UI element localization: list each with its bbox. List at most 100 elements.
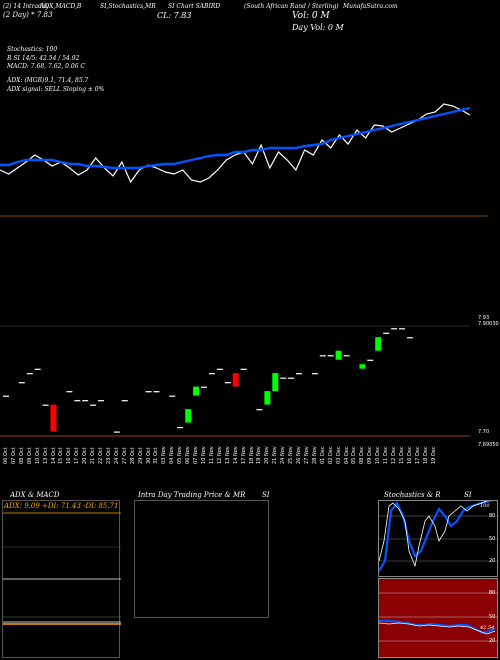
stoch-tick-50: 50 xyxy=(489,536,496,542)
candle xyxy=(193,386,200,396)
date-label: 20 Oct xyxy=(82,447,89,464)
date-label: 10 Oct xyxy=(34,447,41,464)
date-label: 07 Nov xyxy=(193,446,200,464)
date-label: 18 Nov xyxy=(248,446,255,464)
date-label: 07 Oct xyxy=(10,447,17,464)
header-item-d: SI Chart SABIRD xyxy=(168,3,221,10)
header-close: CL: 7.83 xyxy=(157,11,192,20)
adx-panel-title: ADX & MACD xyxy=(10,491,60,499)
price-top-sub: 7.90030 xyxy=(478,321,499,327)
candle xyxy=(280,377,287,379)
candle xyxy=(406,337,413,339)
date-label: 27 Oct xyxy=(121,447,128,464)
date-label: 14 Nov xyxy=(232,446,239,464)
candle xyxy=(177,427,184,429)
candle xyxy=(296,373,302,375)
adx-values: ADX: 9.09 +DI: 71.43 -DI: 85.71 xyxy=(4,502,119,510)
date-label: 22 Oct xyxy=(98,447,105,464)
price-bottom-sub: 7.69350 xyxy=(478,442,499,448)
candle-chart xyxy=(0,325,470,437)
date-label: 19 Dec xyxy=(430,446,437,464)
date-label: 27 Nov xyxy=(303,446,310,464)
adx-lines xyxy=(3,512,121,625)
rsi-tick-80: 80 xyxy=(489,590,496,596)
candle xyxy=(399,328,405,330)
date-label: 21 Oct xyxy=(90,447,97,464)
stoch-panel-si: SI xyxy=(464,491,472,499)
date-label: 12 Nov xyxy=(216,446,223,464)
candle xyxy=(232,373,239,387)
date-label: 05 Nov xyxy=(177,446,184,464)
candle xyxy=(391,328,398,330)
candle xyxy=(375,337,382,351)
stoch-panel-title: Stochastics & R xyxy=(384,491,441,499)
date-label: 13 Oct xyxy=(42,447,49,464)
candle xyxy=(335,350,342,360)
stoch-panel: 80 50 20 100 xyxy=(378,500,499,577)
stoch-tick-20: 20 xyxy=(489,558,496,564)
rsi-line-white xyxy=(379,622,496,635)
price-bottom: 7.70 xyxy=(478,429,490,435)
ind-macd: MACD: 7.68, 7.62, 0.06 C xyxy=(7,63,86,70)
header-item-b: SI,Stochastics,MR xyxy=(100,3,156,10)
intraday-title: Intra Day Trading Price & MR xyxy=(138,491,246,499)
date-label: 04 Dec xyxy=(343,446,350,464)
date-label: 04 Nov xyxy=(169,446,176,464)
candle xyxy=(50,404,57,432)
date-label: 15 Dec xyxy=(399,446,405,464)
candle xyxy=(288,377,295,379)
date-label: 09 Dec xyxy=(367,446,374,464)
date-label: 28 Oct xyxy=(129,447,136,464)
date-label: 11 Dec xyxy=(383,446,390,464)
candle xyxy=(383,332,390,334)
rsi-lines xyxy=(379,592,499,642)
candle xyxy=(272,373,279,392)
candle xyxy=(18,382,25,384)
date-label: 03 Nov xyxy=(161,446,168,464)
candle xyxy=(42,404,49,406)
price-top: 7.93 xyxy=(478,315,490,321)
rsi-tick-20: 20 xyxy=(489,638,496,644)
candle xyxy=(208,373,215,375)
candle xyxy=(367,359,374,361)
candle xyxy=(185,409,192,423)
date-label: 10 Nov xyxy=(201,446,207,464)
date-label: 06 Nov xyxy=(185,446,192,464)
candles xyxy=(3,328,413,433)
date-label: 17 Oct xyxy=(74,447,81,464)
rsi-panel: 80 50 20 42.54 xyxy=(378,578,499,658)
candle xyxy=(74,400,81,402)
candle xyxy=(256,409,263,411)
date-label: 11 Nov xyxy=(208,446,215,464)
candle xyxy=(169,395,176,397)
header-item-e: (South African Rand / Sterling) xyxy=(244,3,339,10)
date-label: 09 Oct xyxy=(26,447,33,464)
date-label: 05 Dec xyxy=(351,446,358,464)
date-label: 08 Oct xyxy=(18,447,25,464)
candle xyxy=(121,400,128,402)
stoch-tick-80: 80 xyxy=(489,513,496,519)
candle xyxy=(327,355,334,357)
date-label: 26 Nov xyxy=(296,446,303,464)
candle xyxy=(319,355,326,357)
ind-rsi: R SI 14/5: 42.54 / 54.92 xyxy=(7,55,80,62)
date-label: 28 Nov xyxy=(311,446,318,464)
candle xyxy=(311,373,318,375)
stoch-d-line xyxy=(379,501,489,568)
date-label: 24 Oct xyxy=(113,447,120,464)
intraday-si: SI xyxy=(262,491,270,499)
candle xyxy=(216,368,223,370)
date-label: 17 Nov xyxy=(240,446,247,464)
candle xyxy=(3,395,9,397)
date-label: 30 Oct xyxy=(145,447,152,464)
date-label: 14 Oct xyxy=(50,447,57,464)
header-volume: Vol: 0 M xyxy=(292,11,330,21)
date-label: 18 Dec xyxy=(422,446,429,464)
date-label: 21 Nov xyxy=(272,446,279,464)
header-brand: MunafaSutra.com xyxy=(343,3,398,10)
date-label: 16 Oct xyxy=(66,447,73,464)
date-label: 03 Dec xyxy=(335,446,342,464)
stochastic-line xyxy=(0,103,471,184)
date-label: 13 Nov xyxy=(224,446,231,464)
date-label: 29 Oct xyxy=(137,447,144,464)
